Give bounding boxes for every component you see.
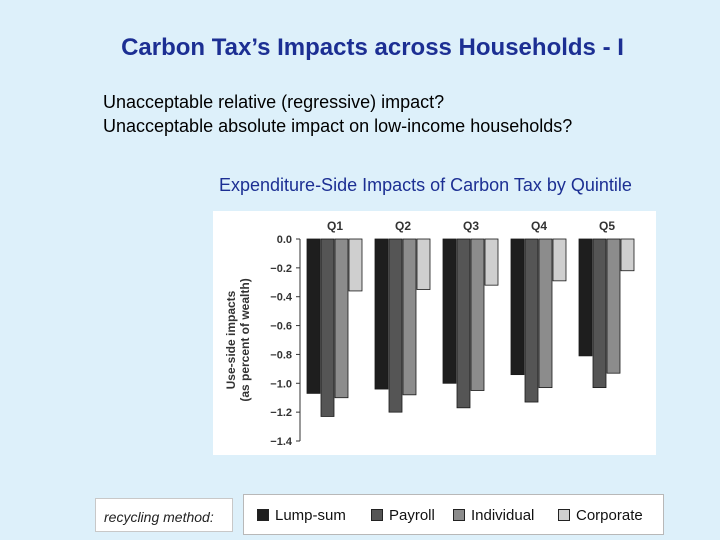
y-tick-label: −1.2 (270, 407, 292, 419)
bar (348, 238, 363, 292)
chart-legend: Lump-sum Payroll Individual Corporate (243, 494, 664, 535)
chart-panel: 0.0 −0.2 −0.4 −0.6 −0.8 −1.0 −1.2 −1.4 Use-side … (213, 211, 656, 455)
bar-chart: 0.0 −0.2 −0.4 −0.6 −0.8 −1.0 −1.2 −1.4 Use-side … (224, 219, 635, 448)
y-tick-label: −0.2 (270, 263, 292, 275)
legend-item-individual: Individual (453, 506, 534, 524)
legend-label-lump-sum: Lump-sum (275, 506, 346, 524)
category-label: Q2 (395, 219, 411, 233)
bar (620, 238, 635, 272)
bar (592, 238, 607, 389)
y-tick-label: −1.0 (270, 378, 292, 390)
legend-swatch-corporate (558, 509, 570, 521)
bar (578, 238, 593, 357)
category-label: Q5 (599, 219, 615, 233)
category-label: Q4 (531, 219, 547, 233)
y-tick-label: −0.8 (270, 349, 292, 361)
y-tick-label: 0.0 (277, 234, 292, 246)
bar (442, 238, 457, 384)
legend-label-payroll: Payroll (389, 506, 435, 524)
y-tick-label: −0.6 (270, 321, 292, 333)
legend-item-payroll: Payroll (371, 506, 435, 524)
y-tick-label: −0.4 (270, 292, 293, 304)
bar (402, 238, 417, 396)
recycling-method-box: recycling method: (95, 498, 233, 532)
bar (484, 238, 499, 286)
question-absolute: Unacceptable absolute impact on low-inco… (103, 116, 573, 136)
bar (388, 238, 403, 413)
y-tick-label: −1.4 (270, 436, 293, 448)
bar (416, 238, 431, 290)
bar (456, 238, 471, 409)
bar (306, 238, 321, 394)
bar (524, 238, 539, 403)
bar (606, 238, 621, 374)
legend-item-lump-sum: Lump-sum (257, 506, 346, 524)
question-regressive: Unacceptable relative (regressive) impac… (103, 92, 445, 112)
slide-title: Carbon Tax’s Impacts across Households -… (121, 34, 624, 61)
bar (538, 238, 553, 389)
y-axis-title: (as percent of wealth) (238, 278, 252, 401)
recycling-method-label: recycling method: (104, 509, 214, 525)
legend-label-corporate: Corporate (576, 506, 643, 524)
legend-swatch-lump-sum (257, 509, 269, 521)
bar (334, 238, 349, 399)
legend-swatch-payroll (371, 509, 383, 521)
category-label: Q1 (327, 219, 343, 233)
category-label: Q3 (463, 219, 479, 233)
bar (552, 238, 567, 282)
y-axis-title: Use-side impacts (224, 290, 238, 389)
bar (510, 238, 525, 376)
legend-item-corporate: Corporate (558, 506, 643, 524)
legend-label-individual: Individual (471, 506, 535, 524)
legend-swatch-individual (453, 509, 465, 521)
bar (374, 238, 389, 390)
chart-caption: Expenditure-Side Impacts of Carbon Tax b… (219, 175, 632, 195)
bar (470, 238, 485, 391)
bar (320, 238, 335, 417)
